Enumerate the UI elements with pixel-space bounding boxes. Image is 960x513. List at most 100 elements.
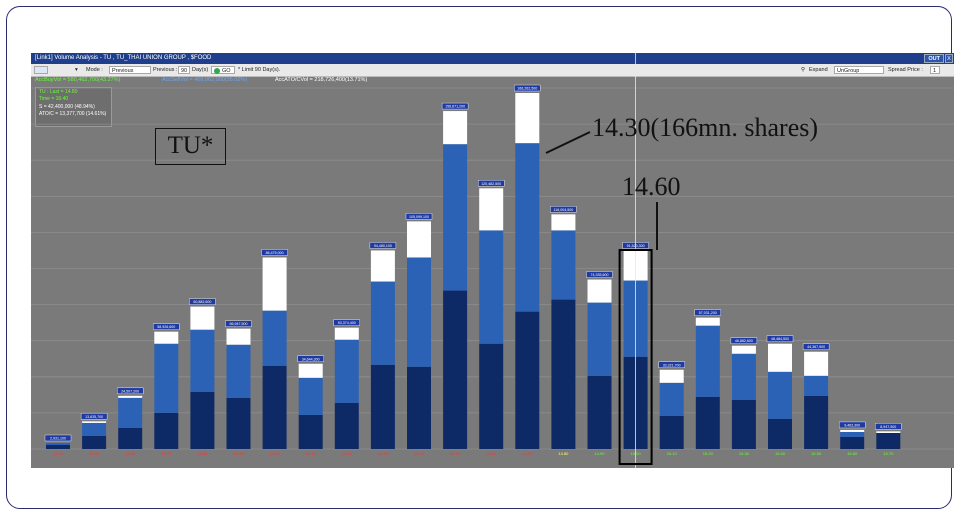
bar-segment: [226, 328, 251, 345]
bar-segment: [443, 290, 468, 449]
acc-atoc-vol: AccATO/CVol = 218,726,400(13.71%): [275, 77, 368, 83]
bar-segment: [82, 421, 107, 423]
bar-segment: [804, 351, 829, 376]
bar-segment: [370, 364, 395, 449]
bar-value-label: 44,367,900: [807, 345, 825, 349]
bar-segment: [587, 279, 612, 303]
bar-segment: [479, 230, 504, 344]
close-button[interactable]: X: [945, 54, 953, 63]
bar-segment: [587, 302, 612, 376]
bar-segment: [840, 436, 865, 449]
bar-segment: [407, 221, 431, 258]
go-icon: [214, 67, 220, 74]
bar-segment: [551, 214, 576, 231]
bar-label-bg: [297, 355, 324, 362]
limit-note: * Limit 90 Day(s).: [238, 67, 281, 73]
bar-segment: [370, 250, 395, 282]
x-tick-label: 14.20: [342, 451, 353, 456]
bar-value-label: 116,004,500: [554, 208, 574, 212]
window-titlebar: [Link1] Volume Analysis - TU , TU_THAI U…: [31, 53, 954, 64]
x-tick-label: 14.10: [306, 451, 317, 456]
info-time: Time = 16:40: [39, 96, 69, 103]
x-tick-label: 14.30: [378, 451, 389, 456]
bar-segment: [262, 257, 287, 311]
bar-segment: [46, 442, 70, 445]
search-icon[interactable]: ⚲: [801, 67, 806, 73]
x-tick-label: 15.50: [811, 451, 822, 456]
bar-segment: [695, 396, 720, 449]
bar-value-label: 166,262,500: [517, 87, 537, 91]
bar-value-label: 86,475,000: [266, 251, 284, 255]
x-tick-label: 13.70: [161, 451, 172, 456]
bar-segment: [82, 422, 107, 436]
x-tick-label: 14.70: [522, 451, 533, 456]
bar-segment: [298, 377, 323, 415]
bar-label-bg: [478, 180, 505, 187]
bar-segment: [840, 431, 865, 437]
bar-segment: [840, 429, 865, 432]
bar-segment: [551, 299, 576, 449]
bar-value-label: 46,882,600: [735, 339, 753, 343]
bar-segment: [334, 339, 359, 403]
go-button[interactable]: GO: [211, 66, 235, 74]
days-label: Day(s): [192, 67, 209, 73]
out-button[interactable]: OUT: [924, 54, 944, 63]
x-tick-label: 13.90: [233, 451, 244, 456]
previous-days-input[interactable]: 90: [178, 66, 190, 74]
bar-label-bg: [658, 361, 685, 368]
x-tick-label: 15.30: [739, 451, 750, 456]
bar-label-bg: [441, 102, 469, 110]
x-tick-label: 14.60: [486, 451, 497, 456]
go-label: GO: [222, 68, 231, 74]
x-tick-label: 13.50: [89, 451, 100, 456]
bar-segment: [876, 432, 901, 449]
bar-segment: [190, 329, 215, 392]
bar-value-label: 34,644,300: [302, 357, 320, 361]
bar-label-bg: [369, 242, 397, 249]
bar-segment: [118, 397, 143, 428]
bar-label-bg: [405, 213, 433, 220]
mode-select[interactable]: Previous: [109, 66, 151, 74]
bar-segment: [804, 395, 829, 449]
bar-segment: [46, 444, 70, 449]
bar-label-bg: [153, 323, 180, 330]
acc-buy-vol: AccBuyVol = 580,462,700(43.27%): [35, 77, 121, 83]
group-select[interactable]: UnGroup: [834, 66, 884, 74]
x-tick-label: 14.00: [270, 451, 281, 456]
bar-label-bg: [261, 249, 288, 256]
bar-segment: [659, 369, 684, 383]
bar-segment: [551, 230, 576, 300]
spread-price-label: Spread Price :: [888, 67, 923, 73]
bar-label-bg: [730, 337, 758, 344]
bar-segment: [695, 325, 720, 397]
bar-segment: [298, 363, 323, 378]
bar-value-label: 94,480,100: [374, 244, 392, 248]
bar-segment: [370, 281, 395, 365]
bar-label-bg: [116, 387, 144, 395]
bar-segment: [82, 435, 107, 449]
bar-segment: [479, 343, 504, 449]
dropdown-chevron-icon[interactable]: ▾: [75, 67, 78, 73]
spread-price-input[interactable]: 1: [930, 66, 940, 74]
x-tick-label: 15.40: [775, 451, 786, 456]
bar-segment: [154, 331, 179, 344]
bar-segment: [334, 402, 359, 449]
bar-segment: [731, 353, 756, 400]
bar-segment: [876, 431, 901, 433]
bar-label-bg: [514, 84, 541, 92]
bar-value-label: 58,926,600: [157, 325, 175, 329]
volume-chart: 2,931,100 13.40 13,635,700 13.50 24,507,200 1…: [31, 53, 954, 468]
bar-segment: [226, 344, 251, 398]
bar-segment: [515, 93, 540, 144]
bar-segment: [154, 412, 179, 449]
bar-label-bg: [875, 423, 902, 430]
bar-value-label: 57,031,200: [699, 311, 717, 315]
expand-label[interactable]: Expand: [809, 67, 828, 73]
bar-segment: [154, 343, 179, 413]
bar-value-label: 60,882,600: [193, 300, 211, 304]
bar-label-bg: [189, 298, 216, 305]
symbol-select[interactable]: [34, 66, 48, 74]
info-atoc: ATO/C = 13,377,700 (14.61%): [39, 111, 107, 118]
bar-value-label: 56,947,500: [230, 322, 248, 326]
